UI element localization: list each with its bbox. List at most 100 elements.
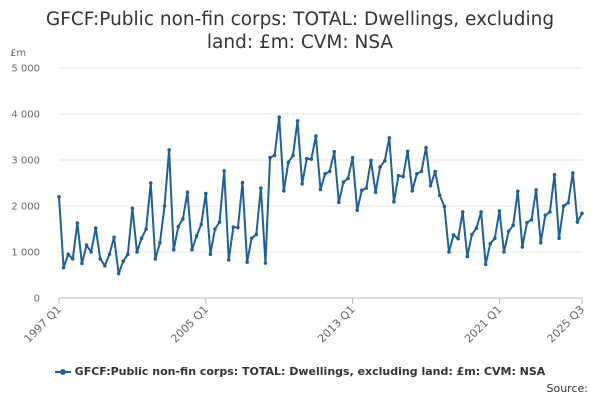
data-point: [466, 255, 470, 259]
data-point: [346, 177, 350, 181]
data-point: [415, 172, 419, 176]
data-point: [406, 149, 410, 153]
data-point: [475, 226, 479, 230]
data-point: [369, 159, 373, 163]
data-point: [562, 204, 566, 208]
data-point: [126, 253, 130, 257]
data-point: [254, 233, 258, 237]
data-point: [392, 200, 396, 204]
data-point: [355, 208, 359, 212]
data-point: [493, 236, 497, 240]
data-point: [360, 189, 364, 193]
y-axis-tick-labels: 01 0002 0003 0004 0005 000: [11, 64, 40, 305]
data-point: [511, 224, 515, 228]
data-point: [80, 262, 84, 266]
data-point: [186, 190, 190, 194]
data-point: [66, 253, 70, 257]
data-point: [332, 150, 336, 154]
data-point: [337, 201, 341, 205]
data-point: [571, 171, 575, 175]
data-point: [154, 257, 158, 261]
data-point: [397, 174, 401, 178]
data-point: [401, 175, 405, 179]
legend-marker-dot: [60, 369, 66, 375]
data-point: [530, 218, 534, 222]
data-point: [195, 234, 199, 238]
data-point: [557, 236, 561, 240]
data-point: [328, 170, 332, 174]
data-point: [342, 180, 346, 184]
data-point: [190, 248, 194, 252]
data-point: [103, 264, 107, 268]
data-point: [314, 134, 318, 138]
series-group: [57, 115, 584, 275]
data-point: [323, 172, 327, 176]
legend: GFCF:Public non-fin corps: TOTAL: Dwelli…: [0, 365, 600, 378]
data-point: [534, 188, 538, 192]
x-tick-label: 2013 Q1: [315, 303, 358, 346]
data-point: [277, 115, 281, 119]
data-point: [438, 194, 442, 198]
data-point: [273, 154, 277, 158]
data-point: [236, 226, 240, 230]
data-point: [410, 189, 414, 193]
data-point: [163, 204, 167, 208]
data-point: [167, 148, 171, 152]
data-point: [351, 156, 355, 160]
data-point: [222, 169, 226, 173]
y-tick-label: 0: [34, 294, 40, 305]
data-point: [112, 235, 116, 239]
data-point: [199, 223, 203, 227]
data-point: [429, 184, 433, 188]
data-point: [580, 212, 584, 216]
data-point: [121, 259, 125, 263]
data-point: [218, 220, 222, 224]
data-point: [227, 258, 231, 262]
data-point: [420, 170, 424, 174]
legend-line-swatch: [55, 371, 71, 373]
data-point: [94, 226, 98, 230]
data-point: [456, 237, 460, 241]
series-line: [59, 117, 582, 273]
data-point: [447, 250, 451, 254]
y-tick-label: 2 000: [11, 202, 40, 213]
data-point: [319, 188, 323, 192]
x-tick-label: 2005 Q1: [168, 303, 211, 346]
data-point: [488, 242, 492, 246]
data-point: [383, 159, 387, 163]
x-axis: 1997 Q1 2005 Q1 2013 Q1 2021 Q1 2025 Q3: [22, 298, 588, 345]
data-point: [539, 241, 543, 245]
data-point: [502, 250, 506, 254]
data-point: [98, 257, 102, 261]
data-point: [424, 146, 428, 150]
x-tick-label: 2021 Q1: [462, 303, 505, 346]
data-point: [507, 230, 511, 234]
x-tick-label: 2025 Q3: [545, 303, 588, 346]
data-point: [144, 227, 148, 231]
data-point: [479, 210, 483, 214]
data-point: [213, 227, 217, 231]
data-point: [89, 250, 93, 254]
data-point: [131, 207, 135, 211]
data-point: [135, 250, 139, 254]
data-point: [241, 181, 245, 185]
data-point: [498, 209, 502, 213]
y-axis-unit-label: £m: [10, 48, 26, 59]
data-point: [548, 210, 552, 214]
x-tick-label: 1997 Q1: [22, 303, 65, 346]
data-point: [374, 190, 378, 194]
data-point: [117, 272, 121, 276]
data-point: [264, 261, 268, 265]
data-point: [443, 205, 447, 209]
data-point: [287, 161, 291, 165]
data-point: [378, 165, 382, 169]
y-tick-label: 3 000: [11, 156, 40, 167]
data-point: [470, 233, 474, 237]
data-point: [553, 173, 557, 177]
legend-label: GFCF:Public non-fin corps: TOTAL: Dwelli…: [75, 365, 546, 378]
data-point: [209, 253, 213, 257]
data-point: [291, 154, 295, 158]
data-point: [543, 213, 547, 217]
data-point: [484, 263, 488, 267]
